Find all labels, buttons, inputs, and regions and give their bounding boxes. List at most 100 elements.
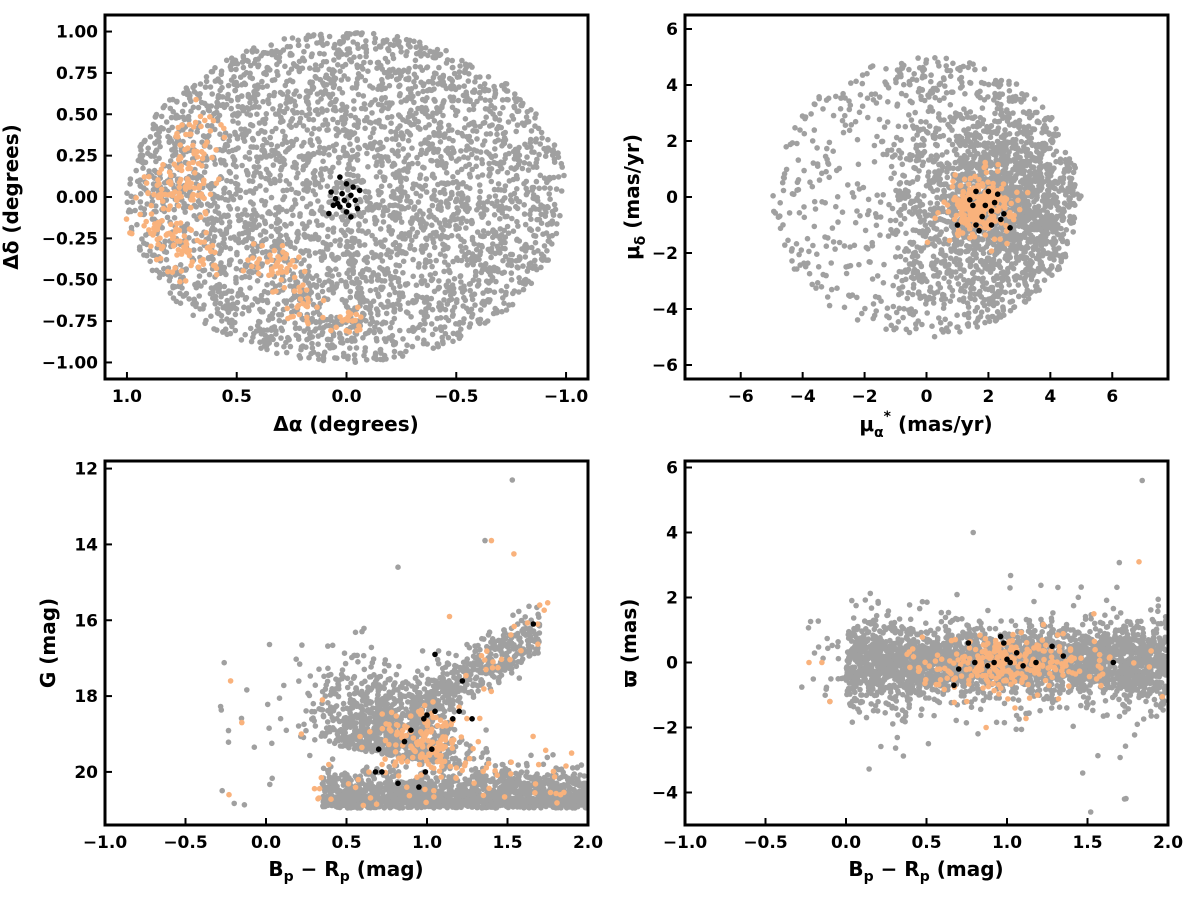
proper-motions-background-star xyxy=(972,66,978,73)
sky-positions-background-star xyxy=(371,154,378,160)
sky-positions-background-star xyxy=(340,147,347,154)
sky-positions-background-star xyxy=(263,236,269,242)
sky-positions-background-star xyxy=(237,258,244,265)
sky-positions-background-star xyxy=(497,216,503,222)
sky-positions-background-star xyxy=(453,158,460,164)
sky-positions-orange-star xyxy=(200,256,206,263)
sky-positions-background-star xyxy=(464,262,471,268)
sky-positions-background-star xyxy=(458,148,464,154)
sky-positions-orange-star xyxy=(284,265,290,272)
sky-positions-background-star xyxy=(374,277,381,283)
sky-positions-background-star xyxy=(264,64,271,71)
sky-positions-background-star xyxy=(208,181,215,187)
sky-positions-background-star xyxy=(461,125,468,131)
sky-positions-orange-star xyxy=(273,261,280,268)
sky-positions-background-star xyxy=(255,318,262,325)
sky-positions-background-star xyxy=(510,228,517,234)
sky-positions-background-star xyxy=(231,74,237,80)
sky-positions-background-star xyxy=(246,307,252,314)
sky-positions-background-star xyxy=(316,277,323,284)
sky-positions-background-star xyxy=(231,111,238,117)
sky-positions-background-star xyxy=(363,38,369,44)
sky-positions-background-star xyxy=(245,58,251,64)
sky-positions-background-star xyxy=(301,48,307,55)
sky-positions-background-star xyxy=(212,126,218,133)
sky-positions-background-star xyxy=(292,201,299,207)
sky-positions-background-star xyxy=(502,152,509,158)
sky-positions-background-star xyxy=(362,142,368,149)
sky-positions-background-star xyxy=(229,295,235,301)
sky-positions-background-star xyxy=(127,181,133,187)
sky-positions-background-star xyxy=(313,284,320,290)
sky-positions-background-star xyxy=(164,214,171,221)
proper-motions-background-star xyxy=(854,181,861,187)
sky-positions-background-star xyxy=(558,188,565,194)
sky-positions-background-star xyxy=(182,209,188,215)
sky-positions-background-star xyxy=(494,243,501,250)
sky-positions-background-star xyxy=(313,75,320,81)
sky-positions-background-star xyxy=(438,327,445,334)
sky-positions-background-star xyxy=(416,261,422,267)
sky-positions-background-star xyxy=(239,105,245,112)
sky-positions-background-star xyxy=(268,327,275,334)
sky-positions-orange-star xyxy=(184,176,191,182)
proper-motions-background-star xyxy=(925,130,931,136)
sky-positions-background-star xyxy=(306,106,313,112)
sky-positions-background-star xyxy=(481,138,488,144)
sky-positions-background-star xyxy=(367,321,374,327)
sky-positions-background-star xyxy=(415,324,422,331)
sky-positions-background-star xyxy=(555,174,562,180)
sky-positions-background-star xyxy=(494,131,500,138)
proper-motions-background-star xyxy=(802,114,809,120)
sky-positions-background-star xyxy=(254,111,260,117)
sky-positions-background-star xyxy=(477,251,483,258)
proper-motions-background-star xyxy=(798,247,805,253)
sky-positions-background-star xyxy=(444,234,451,241)
sky-positions-background-star xyxy=(219,318,225,324)
sky-positions-black-star xyxy=(350,184,356,190)
sky-positions-background-star xyxy=(262,199,269,205)
sky-positions-background-star xyxy=(429,222,435,228)
sky-positions-background-star xyxy=(234,206,241,212)
sky-positions-background-star xyxy=(248,188,255,194)
sky-positions-orange-star xyxy=(278,277,285,283)
sky-positions-background-star xyxy=(486,123,493,129)
sky-positions-background-star xyxy=(263,111,270,117)
sky-positions-background-star xyxy=(429,331,436,338)
sky-positions-background-star xyxy=(383,136,390,143)
sky-positions-orange-star xyxy=(289,258,296,264)
sky-positions-background-star xyxy=(351,251,358,257)
sky-positions-background-star xyxy=(481,81,488,87)
sky-positions-background-star xyxy=(450,290,457,297)
sky-positions-orange-star xyxy=(197,113,204,120)
sky-positions-orange-star xyxy=(186,252,193,259)
sky-positions-background-star xyxy=(394,33,401,40)
sky-positions-orange-star xyxy=(191,148,198,154)
sky-positions-background-star xyxy=(492,146,498,152)
sky-positions-background-star xyxy=(485,230,492,237)
proper-motions-background-star xyxy=(874,133,880,140)
proper-motions-background-star xyxy=(876,116,883,123)
sky-positions-orange-star xyxy=(188,131,194,137)
proper-motions-background-star xyxy=(857,92,864,98)
sky-positions-background-star xyxy=(413,181,419,188)
proper-motions-background-star xyxy=(965,304,972,310)
sky-positions-background-star xyxy=(251,45,257,51)
sky-positions-background-star xyxy=(195,104,202,111)
sky-positions-background-star xyxy=(507,251,514,258)
sky-positions-background-star xyxy=(239,162,245,169)
sky-positions-background-star xyxy=(537,141,543,147)
sky-positions-background-star xyxy=(226,137,232,144)
sky-positions-background-star xyxy=(259,142,266,149)
sky-positions-background-star xyxy=(503,205,510,211)
sky-positions-background-star xyxy=(332,75,339,82)
sky-positions-background-star xyxy=(268,223,275,230)
sky-positions-background-star xyxy=(386,292,393,298)
sky-positions-background-star xyxy=(340,34,347,40)
sky-positions-background-star xyxy=(470,89,476,95)
sky-positions-background-star xyxy=(140,165,146,171)
sky-positions-background-star xyxy=(355,91,362,98)
sky-positions-background-star xyxy=(354,82,360,88)
sky-positions-orange-star xyxy=(280,249,286,255)
